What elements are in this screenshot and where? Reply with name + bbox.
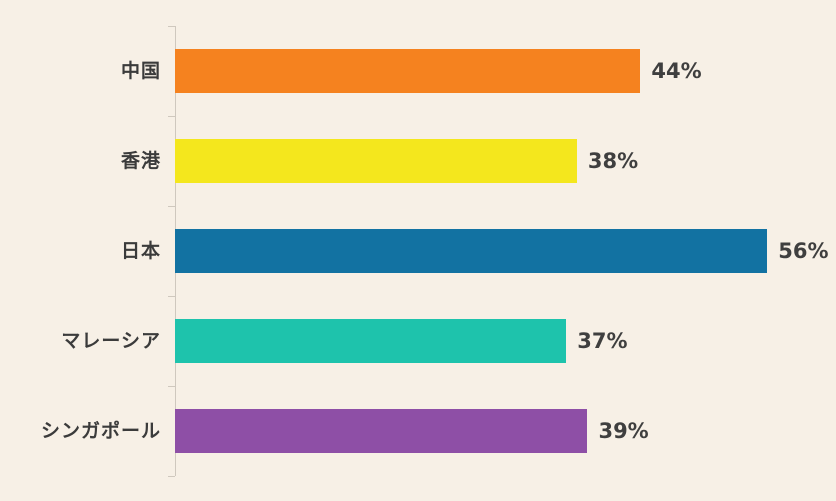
value-label: 38% [587, 149, 639, 173]
value-label: 37% [577, 329, 628, 353]
chart-row: 日本 56% [0, 206, 836, 296]
category-label: 中国 [120, 59, 161, 82]
value-label: 44% [651, 59, 702, 83]
axis-tick [168, 206, 175, 207]
category-label: 日本 [120, 239, 161, 262]
bar [175, 229, 768, 273]
bar [175, 49, 641, 93]
bar-track: 44% [175, 26, 836, 116]
bar-track: 56% [175, 206, 836, 296]
chart-row: 中国 44% [0, 26, 836, 116]
axis-tick [168, 116, 175, 117]
bar-track: 39% [175, 386, 836, 476]
axis-tick [168, 26, 175, 27]
category-label: マレーシア [61, 329, 161, 352]
bar-track: 38% [175, 116, 836, 206]
chart-row: マレーシア 37% [0, 296, 836, 386]
value-label: 56% [778, 239, 829, 263]
category-label: シンガポール [40, 419, 161, 442]
category-label: 香港 [120, 149, 161, 172]
bar [175, 319, 567, 363]
bar-track: 37% [175, 296, 836, 386]
chart-row: シンガポール 39% [0, 386, 836, 476]
bar [175, 139, 577, 183]
bar-rows: 中国 44% 香港 38% 日本 56% マレーシア 37% シンガポール 39% [0, 26, 836, 476]
value-label: 39% [598, 419, 649, 443]
axis-tick [168, 386, 175, 387]
axis-tick [168, 296, 175, 297]
axis-tick [168, 476, 175, 477]
bar [175, 409, 588, 453]
chart-row: 香港 38% [0, 116, 836, 206]
